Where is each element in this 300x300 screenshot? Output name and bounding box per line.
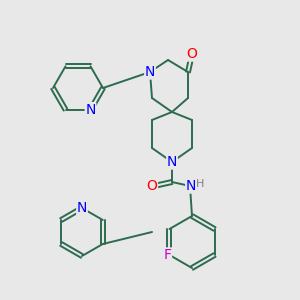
Text: N: N	[145, 65, 155, 79]
Text: N: N	[77, 201, 87, 215]
Text: O: O	[147, 179, 158, 193]
Text: H: H	[196, 179, 204, 189]
Text: O: O	[187, 47, 197, 61]
Text: F: F	[164, 248, 172, 262]
Text: N: N	[186, 179, 196, 193]
Text: N: N	[167, 155, 177, 169]
Text: N: N	[85, 103, 96, 117]
